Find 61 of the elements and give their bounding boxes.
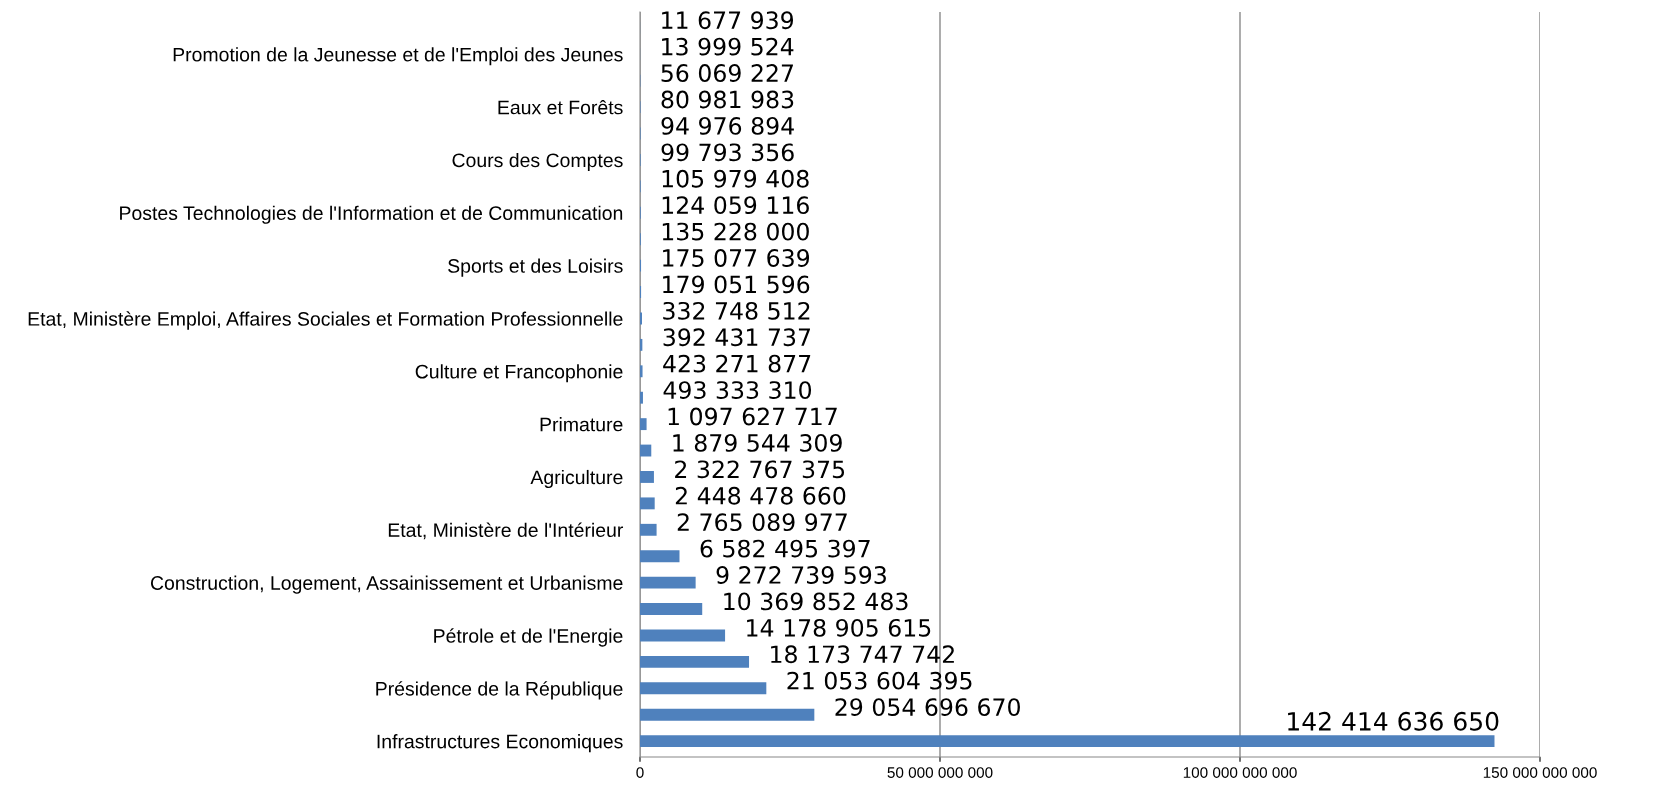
data-label: 135 228 000 <box>662 222 809 241</box>
x-tick-label: 150 000 000 000 <box>1483 767 1597 778</box>
y-tick-label: Etat, Ministère de l'Intérieur <box>388 522 624 540</box>
y-tick-label: Primature <box>540 417 623 432</box>
y-tick-label: Culture et Francophonie <box>415 364 623 383</box>
data-label: 6 582 495 397 <box>700 539 870 558</box>
data-label: 99 793 356 <box>661 143 794 162</box>
data-label: 142 414 636 650 <box>1288 711 1499 731</box>
data-label: 13 999 524 <box>662 37 794 56</box>
bar <box>640 444 652 457</box>
y-tick-label: Présidence de la République <box>376 681 623 700</box>
data-label: 2 322 767 375 <box>675 460 845 479</box>
data-label: 9 272 739 593 <box>716 566 886 584</box>
x-tick-label: 50 000 000 000 <box>887 767 993 778</box>
data-label: 423 271 877 <box>663 354 811 373</box>
y-tick-label: Postes Technologies de l'Information et de Communication <box>120 205 623 224</box>
bar <box>640 523 657 536</box>
data-label: 94 976 894 <box>661 116 794 135</box>
data-label: 11 677 939 <box>662 11 794 30</box>
data-label: 105 979 408 <box>662 169 809 188</box>
y-tick-label: Promotion de la Jeunesse et de l'Emploi des Jeunes <box>173 47 623 66</box>
bar <box>640 497 655 510</box>
y-tick-label: Agriculture <box>530 469 623 489</box>
bar <box>640 471 654 483</box>
data-label: 80 981 983 <box>661 90 794 109</box>
bar <box>640 418 647 431</box>
x-tick-label: 0 <box>636 767 644 778</box>
bar <box>640 576 696 589</box>
bar <box>640 682 767 695</box>
data-label: 392 431 737 <box>663 328 810 347</box>
data-label: 493 333 310 <box>663 381 812 399</box>
data-label: 332 748 512 <box>663 301 810 320</box>
bar <box>640 365 643 378</box>
data-label: 2 448 478 660 <box>675 486 846 505</box>
data-label: 2 765 089 977 <box>677 513 847 532</box>
bar <box>640 550 680 563</box>
data-label: 21 053 604 395 <box>787 671 972 690</box>
y-tick-label: Cours des Comptes <box>452 152 623 172</box>
data-label: 18 173 747 742 <box>771 645 954 664</box>
data-label: 1 097 627 717 <box>668 407 837 426</box>
y-tick-label: Infrastructures Economiques <box>377 734 623 753</box>
bar <box>640 603 703 615</box>
data-label: 14 178 905 615 <box>747 618 931 637</box>
data-label: 124 059 116 <box>662 196 809 215</box>
bar <box>640 735 1495 748</box>
bar <box>640 708 815 721</box>
bar <box>640 391 643 404</box>
data-label: 179 051 596 <box>663 275 810 294</box>
data-label: 10 369 852 483 <box>724 592 908 611</box>
y-tick-label: Sports et des Loisirs <box>448 258 623 277</box>
data-label: 1 879 544 309 <box>673 433 842 452</box>
data-label: 175 077 639 <box>663 249 810 267</box>
data-label: 56 069 227 <box>661 64 793 82</box>
y-tick-label: Pétrole et de l'Energie <box>434 628 623 647</box>
bar <box>640 629 726 642</box>
y-tick-label: Eaux et Forêts <box>498 100 623 115</box>
bar <box>640 655 750 668</box>
data-label: 29 054 696 670 <box>835 698 1020 717</box>
x-tick-label: 100 000 000 000 <box>1183 767 1297 778</box>
y-tick-label: Construction, Logement, Assainissement et Urbanisme <box>150 575 623 594</box>
y-tick-label: Etat, Ministère Emploi, Affaires Sociales et Formation Professionnelle <box>28 311 623 330</box>
